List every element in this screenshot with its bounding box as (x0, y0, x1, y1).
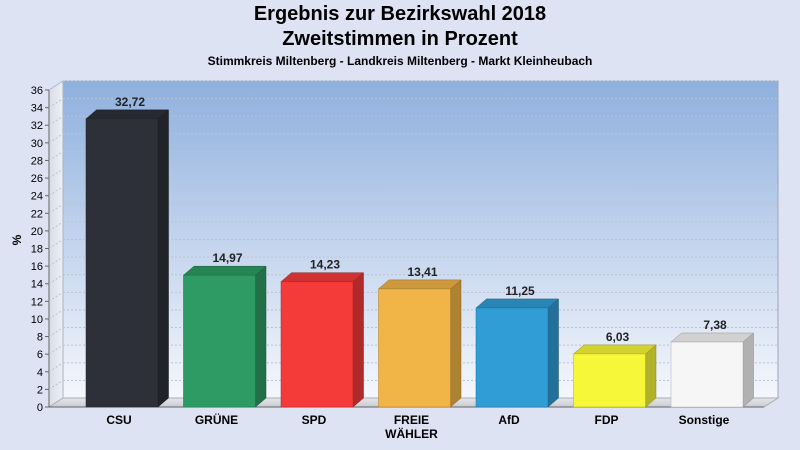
bar-side (255, 265, 267, 408)
bar-value-label: 14,97 (212, 251, 242, 265)
bar-6 (572, 344, 657, 408)
y-tick-label: 24 (31, 191, 43, 203)
x-tick-label: GRÜNE (195, 412, 238, 427)
y-tick-label: 20 (31, 226, 43, 238)
bar-side (645, 344, 657, 408)
y-tick-label: 30 (31, 138, 43, 150)
gridline-wall (48, 80, 64, 91)
y-tick-label: 28 (31, 155, 43, 167)
y-tick-label: 32 (31, 120, 43, 132)
y-tick-label: 36 (31, 85, 43, 97)
y-tick-label: 22 (31, 208, 43, 220)
y-tick-label: 6 (37, 349, 43, 361)
y-axis-label: % (10, 234, 24, 245)
bar-3 (280, 272, 365, 408)
bar-value-label: 32,72 (115, 95, 145, 109)
chart-subtitle: Stimmkreis Miltenberg - Landkreis Milten… (207, 54, 593, 68)
bar-value-label: 11,25 (505, 284, 535, 298)
bar-front (475, 307, 549, 408)
bar-top (182, 265, 267, 276)
x-tick-label: CSU (106, 413, 131, 427)
gridline-wall (48, 239, 64, 249)
bar-4 (377, 279, 462, 408)
y-tick-label: 18 (31, 244, 43, 256)
chart-title: Ergebnis zur Bezirkswahl 2018 (253, 3, 547, 25)
bar-front (280, 281, 354, 408)
bar-value-label: 6,03 (606, 330, 630, 344)
y-tick-label: 26 (31, 173, 43, 185)
gridline-wall (48, 151, 64, 161)
bar-top (475, 298, 560, 309)
y-tick-label: 16 (31, 261, 43, 273)
gridline-wall (48, 133, 64, 144)
bar-side (352, 272, 364, 408)
bar-value-label: 7,38 (703, 318, 727, 332)
bar-top (280, 272, 365, 282)
gridline-wall (48, 186, 64, 197)
bar-front (183, 274, 256, 408)
bar-1 (85, 109, 170, 408)
bar-side (742, 332, 754, 408)
chart-title-line2: Zweitstimmen in Prozent (282, 28, 518, 50)
gridline-wall (48, 256, 64, 267)
gridline-wall (48, 274, 64, 285)
bar-side (450, 279, 462, 408)
x-tick-label: AfD (498, 413, 520, 427)
gridline-wall (48, 362, 64, 373)
bar-front (85, 118, 159, 408)
y-tick-label: 2 (37, 384, 43, 396)
bar-value-label: 13,41 (407, 265, 437, 279)
bar-top (85, 109, 170, 120)
y-tick-label: 8 (37, 332, 43, 344)
y-tick-label: 12 (31, 296, 43, 308)
bar-5 (475, 298, 560, 408)
x-tick-label: FREIE (394, 413, 429, 427)
gridline-wall (48, 115, 64, 126)
bar-side (547, 298, 559, 408)
gridline-wall (48, 344, 64, 355)
y-tick-label: 0 (37, 402, 43, 414)
gridline-wall (48, 98, 64, 109)
bar-2 (182, 265, 267, 408)
x-tick-label: FDP (595, 413, 619, 427)
bar-top (670, 332, 755, 343)
bar-value-label: 14,23 (310, 258, 340, 272)
bar-front (670, 341, 744, 408)
y-tick-label: 10 (31, 314, 43, 326)
gridline-wall (48, 309, 64, 320)
gridline-wall (48, 221, 64, 232)
x-tick-label: WÄHLER (385, 426, 438, 441)
y-tick-label: 34 (31, 103, 43, 115)
bar-top (572, 344, 657, 355)
gridline-wall (48, 327, 64, 337)
bar-7 (670, 332, 755, 408)
bar-front (378, 288, 451, 408)
gridline-wall (48, 203, 64, 214)
bar-side (157, 109, 169, 408)
gridline-wall (48, 379, 64, 390)
gridline-wall (48, 291, 64, 302)
bar-front (573, 353, 646, 408)
y-tick-label: 14 (31, 279, 43, 291)
y-tick-label: 4 (37, 367, 43, 379)
x-tick-label: Sonstige (679, 413, 730, 427)
bar-top (377, 279, 462, 290)
x-tick-label: SPD (302, 413, 327, 427)
gridline-wall (48, 168, 64, 179)
